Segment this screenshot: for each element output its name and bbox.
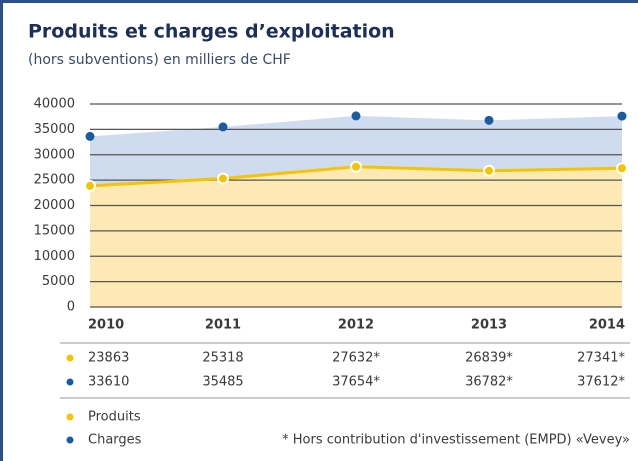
value-label: 25318 [202, 351, 243, 366]
y-tick-label: 10000 [34, 249, 75, 264]
value-label: 27341* [577, 351, 625, 366]
table-marker [66, 354, 74, 362]
point [217, 172, 229, 185]
point [85, 131, 95, 141]
footnote: * Hors contribution d'investissement (EM… [282, 433, 630, 448]
value-label: 37612* [577, 375, 625, 390]
point [350, 160, 362, 173]
legend-marker [66, 436, 74, 444]
value-label: 36782* [465, 375, 513, 390]
chart-subtitle: (hors subventions) en milliers de CHF [28, 52, 291, 68]
value-label: 26839* [465, 351, 513, 366]
legend-marker [66, 413, 74, 421]
x-tick-label: 2014 [589, 318, 625, 333]
area [90, 166, 622, 307]
point [218, 122, 228, 132]
value-label: 35485 [202, 375, 243, 390]
y-tick-label: 20000 [34, 198, 75, 213]
value-label: 33610 [88, 375, 129, 390]
value-label: 27632* [332, 351, 380, 366]
x-tick-label: 2012 [338, 318, 374, 333]
chart-title: Produits et charges d’exploitation [28, 21, 395, 43]
point [351, 111, 361, 121]
y-tick-label: 40000 [34, 97, 75, 112]
value-label: 23863 [88, 351, 129, 366]
point [617, 111, 627, 121]
y-tick-label: 15000 [34, 223, 75, 238]
y-tick-label: 5000 [42, 274, 75, 289]
legend-label: Charges [88, 433, 142, 448]
table-marker [66, 378, 74, 386]
point [84, 179, 96, 192]
point [616, 162, 628, 175]
legend-label: Produits [88, 410, 141, 425]
y-tick-label: 25000 [34, 173, 75, 188]
point [484, 115, 494, 125]
y-tick-label: 30000 [34, 147, 75, 162]
point [483, 164, 495, 177]
x-tick-label: 2010 [88, 318, 124, 333]
y-tick-label: 0 [67, 300, 75, 315]
value-label: 37654* [332, 375, 380, 390]
x-tick-label: 2011 [205, 318, 241, 333]
x-tick-label: 2013 [471, 318, 507, 333]
y-tick-label: 35000 [34, 122, 75, 137]
